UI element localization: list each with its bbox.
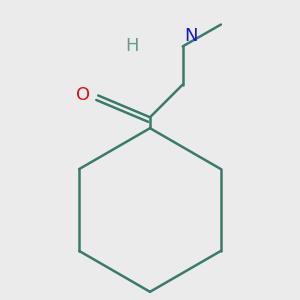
Text: H: H (126, 38, 139, 56)
Text: O: O (76, 86, 90, 104)
Text: N: N (184, 27, 198, 45)
